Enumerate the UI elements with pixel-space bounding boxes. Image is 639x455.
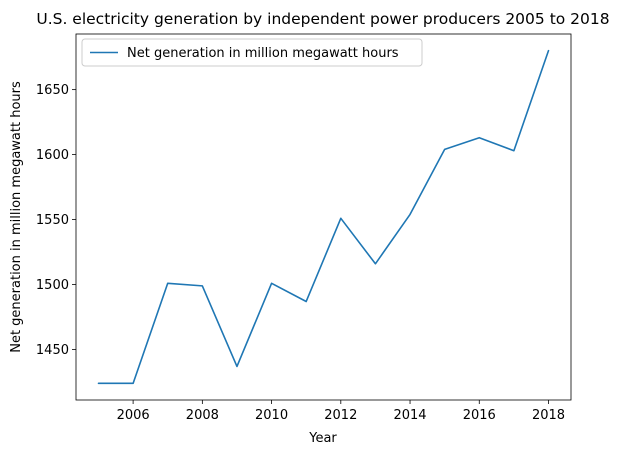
chart-title: U.S. electricity generation by independe… <box>36 10 609 28</box>
data-point <box>373 262 377 266</box>
legend-label: Net generation in million megawatt hours <box>127 46 399 61</box>
data-point <box>339 216 343 220</box>
y-axis-ticks: 1450 1500 1550 1600 1650 <box>36 83 76 358</box>
series-layer <box>96 48 550 385</box>
y-tick-label: 1500 <box>36 278 69 293</box>
data-point <box>96 381 100 385</box>
data-point <box>477 136 481 140</box>
y-tick-label: 1650 <box>36 83 69 98</box>
data-point <box>512 149 516 153</box>
x-tick-label: 2010 <box>255 408 288 423</box>
x-axis-ticks: 2006 2008 2010 2012 2014 2016 2018 <box>117 400 565 423</box>
data-point <box>269 281 273 285</box>
series-line <box>97 49 550 385</box>
x-tick-label: 2012 <box>324 408 357 423</box>
x-tick-label: 2016 <box>463 408 496 423</box>
legend-box <box>81 38 423 67</box>
y-axis-title: Net generation in million megawatt hours <box>9 81 24 353</box>
x-tick-label: 2008 <box>186 408 219 423</box>
legend: Net generation in million megawatt hours <box>81 38 423 67</box>
x-tick-label: 2018 <box>532 408 565 423</box>
data-point <box>200 284 204 288</box>
plot-frame <box>75 33 572 401</box>
data-point <box>131 381 135 385</box>
data-point <box>166 281 170 285</box>
y-tick-label: 1450 <box>36 343 69 358</box>
data-point <box>408 212 412 216</box>
data-point <box>304 299 308 303</box>
data-point <box>442 147 446 151</box>
data-point <box>546 48 550 52</box>
x-tick-label: 2014 <box>393 408 426 423</box>
data-point <box>235 364 239 368</box>
x-axis-title: Year <box>308 431 337 446</box>
x-tick-label: 2006 <box>117 408 150 423</box>
y-tick-label: 1550 <box>36 213 69 228</box>
y-tick-label: 1600 <box>36 148 69 163</box>
plot-area <box>76 34 571 400</box>
